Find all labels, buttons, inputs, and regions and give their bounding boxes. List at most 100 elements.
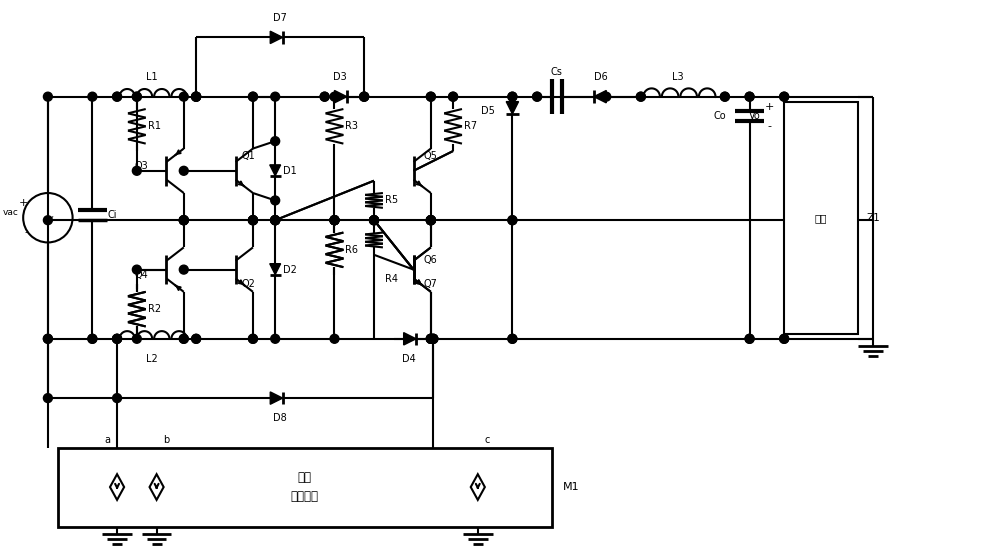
Circle shape <box>330 334 339 343</box>
Text: Q5: Q5 <box>424 151 438 161</box>
Text: R5: R5 <box>385 196 398 206</box>
Text: L3: L3 <box>672 72 684 82</box>
Circle shape <box>636 92 645 101</box>
Circle shape <box>192 92 201 101</box>
Circle shape <box>780 92 789 101</box>
Text: R4: R4 <box>385 274 398 285</box>
Circle shape <box>745 92 754 101</box>
Circle shape <box>113 92 122 101</box>
Circle shape <box>330 216 339 225</box>
Circle shape <box>330 92 339 101</box>
Circle shape <box>320 92 329 101</box>
Text: D7: D7 <box>273 13 287 22</box>
Circle shape <box>602 92 611 101</box>
Circle shape <box>426 216 435 225</box>
Text: b: b <box>163 435 170 445</box>
Circle shape <box>179 167 188 175</box>
Polygon shape <box>270 264 281 274</box>
Circle shape <box>43 92 52 101</box>
Circle shape <box>720 92 729 101</box>
Circle shape <box>132 265 141 274</box>
Circle shape <box>271 92 280 101</box>
Circle shape <box>320 92 329 101</box>
Circle shape <box>426 92 435 101</box>
Text: a: a <box>104 435 110 445</box>
Circle shape <box>426 334 435 343</box>
Circle shape <box>508 92 517 101</box>
Circle shape <box>113 334 122 343</box>
Circle shape <box>192 334 201 343</box>
Text: vac: vac <box>2 209 18 217</box>
Circle shape <box>249 92 257 101</box>
Circle shape <box>330 216 339 225</box>
Circle shape <box>249 334 257 343</box>
Text: Q2: Q2 <box>241 280 255 290</box>
Text: Q1: Q1 <box>241 151 255 161</box>
Circle shape <box>192 334 201 343</box>
Text: ~: ~ <box>42 211 54 225</box>
Text: -: - <box>24 228 28 238</box>
Text: D5: D5 <box>481 107 495 116</box>
Text: D4: D4 <box>402 353 415 363</box>
Circle shape <box>426 216 435 225</box>
Circle shape <box>132 334 141 343</box>
Circle shape <box>192 92 201 101</box>
Text: Q6: Q6 <box>424 255 438 265</box>
Circle shape <box>249 216 257 225</box>
Circle shape <box>508 334 517 343</box>
Circle shape <box>249 216 257 225</box>
Circle shape <box>533 92 542 101</box>
Text: L1: L1 <box>146 72 157 82</box>
Circle shape <box>179 92 188 101</box>
Circle shape <box>449 92 458 101</box>
Text: R2: R2 <box>148 304 161 314</box>
Text: -: - <box>767 121 771 131</box>
Circle shape <box>88 92 97 101</box>
Circle shape <box>179 216 188 225</box>
Text: M1: M1 <box>563 482 580 492</box>
Bar <box>784 102 858 334</box>
Text: D1: D1 <box>283 166 297 176</box>
Circle shape <box>43 216 52 225</box>
Circle shape <box>370 216 378 225</box>
Text: 受控: 受控 <box>298 471 312 484</box>
Polygon shape <box>270 31 283 44</box>
Text: Cs: Cs <box>551 67 563 77</box>
Circle shape <box>271 216 280 225</box>
Circle shape <box>370 216 378 225</box>
Text: Co: Co <box>714 111 726 121</box>
Circle shape <box>132 92 141 101</box>
Circle shape <box>426 334 435 343</box>
Polygon shape <box>334 91 347 103</box>
Text: R6: R6 <box>345 245 358 255</box>
Text: Vo: Vo <box>749 111 760 121</box>
Circle shape <box>533 92 542 101</box>
Circle shape <box>508 92 517 101</box>
Circle shape <box>43 334 52 343</box>
Circle shape <box>745 92 754 101</box>
Circle shape <box>179 216 188 225</box>
Polygon shape <box>270 165 281 176</box>
Text: L2: L2 <box>146 353 158 363</box>
Text: +: + <box>765 102 774 112</box>
Circle shape <box>426 92 435 101</box>
Circle shape <box>271 334 280 343</box>
Polygon shape <box>270 392 283 404</box>
Circle shape <box>271 216 280 225</box>
Circle shape <box>426 216 435 225</box>
Circle shape <box>330 216 339 225</box>
Polygon shape <box>594 91 606 103</box>
Circle shape <box>271 216 280 225</box>
Circle shape <box>179 265 188 274</box>
Circle shape <box>508 334 517 343</box>
Text: D3: D3 <box>333 72 346 82</box>
Circle shape <box>360 92 369 101</box>
Circle shape <box>780 92 789 101</box>
Text: Q7: Q7 <box>424 280 438 290</box>
Circle shape <box>43 334 52 343</box>
Text: D6: D6 <box>594 72 608 82</box>
Text: Q3: Q3 <box>135 161 149 171</box>
Circle shape <box>113 394 122 402</box>
Text: Q4: Q4 <box>135 269 149 280</box>
Text: D2: D2 <box>283 264 297 274</box>
